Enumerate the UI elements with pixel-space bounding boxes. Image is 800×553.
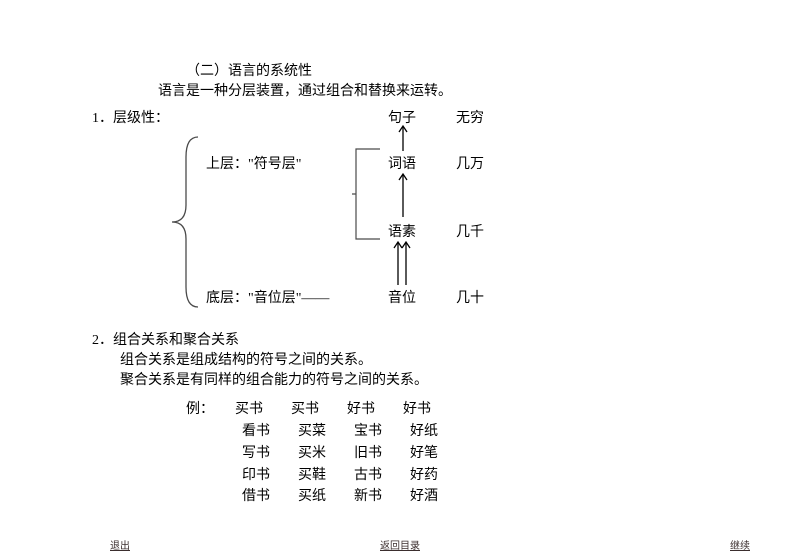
cell: 好纸 (410, 424, 438, 439)
cell: 宝书 (354, 424, 382, 439)
cell: 好书 (347, 402, 375, 417)
back-link[interactable]: 返回目录 (380, 537, 420, 552)
cell: 买米 (298, 446, 326, 461)
cell: 好书 (403, 402, 431, 417)
intro-text: 语言是一种分层装置，通过组合和替换来运转。 (158, 82, 680, 102)
section2-line2: 聚合关系是有同样的组合能力的符号之间的关系。 (120, 371, 680, 391)
arrow-phoneme-to-morpheme (390, 239, 414, 287)
cell: 买菜 (298, 424, 326, 439)
cell: 写书 (242, 446, 270, 461)
cell: 好药 (410, 468, 438, 483)
cell: 印书 (242, 468, 270, 483)
level-morpheme: 语素 (388, 221, 416, 241)
cell: 古书 (354, 468, 382, 483)
cell: 好酒 (410, 489, 438, 504)
cell: 借书 (242, 489, 270, 504)
section2-title: 2．组合关系和聚合关系 (92, 331, 680, 351)
level-morpheme-count: 几千 (456, 221, 484, 241)
level-word-count: 几万 (456, 153, 484, 173)
hierarchy-diagram: 1．层级性： 句子 无穷 词语 几万 语素 几千 音位 几十 上层："符号层" … (120, 107, 680, 317)
cell: 买纸 (298, 489, 326, 504)
bracket-symbol-layer (352, 145, 382, 243)
cell: 新书 (354, 489, 382, 504)
example-table: 例： 买书 买书 好书 好书 看书 买菜 宝书 好纸 写书 买米 旧书 好笔 印… (186, 399, 680, 507)
section2-line1: 组合关系是组成结构的符号之间的关系。 (120, 351, 680, 371)
level-phoneme-count: 几十 (456, 287, 484, 307)
lower-layer-label: 底层："音位层"—— (206, 287, 329, 307)
cell: 旧书 (354, 446, 382, 461)
cell: 买鞋 (298, 468, 326, 483)
upper-layer-label: 上层："符号层" (206, 153, 301, 173)
cell: 买书 (235, 402, 263, 417)
level-word: 词语 (388, 153, 416, 173)
cell: 买书 (291, 402, 319, 417)
arrow-morpheme-to-word (396, 171, 410, 219)
level-phoneme: 音位 (388, 287, 416, 307)
cell: 看书 (242, 424, 270, 439)
arrow-word-to-sentence (396, 123, 410, 153)
exit-link[interactable]: 退出 (110, 537, 130, 552)
brace-large (168, 135, 202, 309)
section-heading: （二）语言的系统性 (186, 62, 680, 82)
cell: 好笔 (410, 446, 438, 461)
example-label: 例： (186, 402, 207, 417)
continue-link[interactable]: 继续 (730, 537, 750, 552)
hier-label: 1．层级性： (92, 107, 169, 127)
level-sentence-count: 无穷 (456, 107, 484, 127)
